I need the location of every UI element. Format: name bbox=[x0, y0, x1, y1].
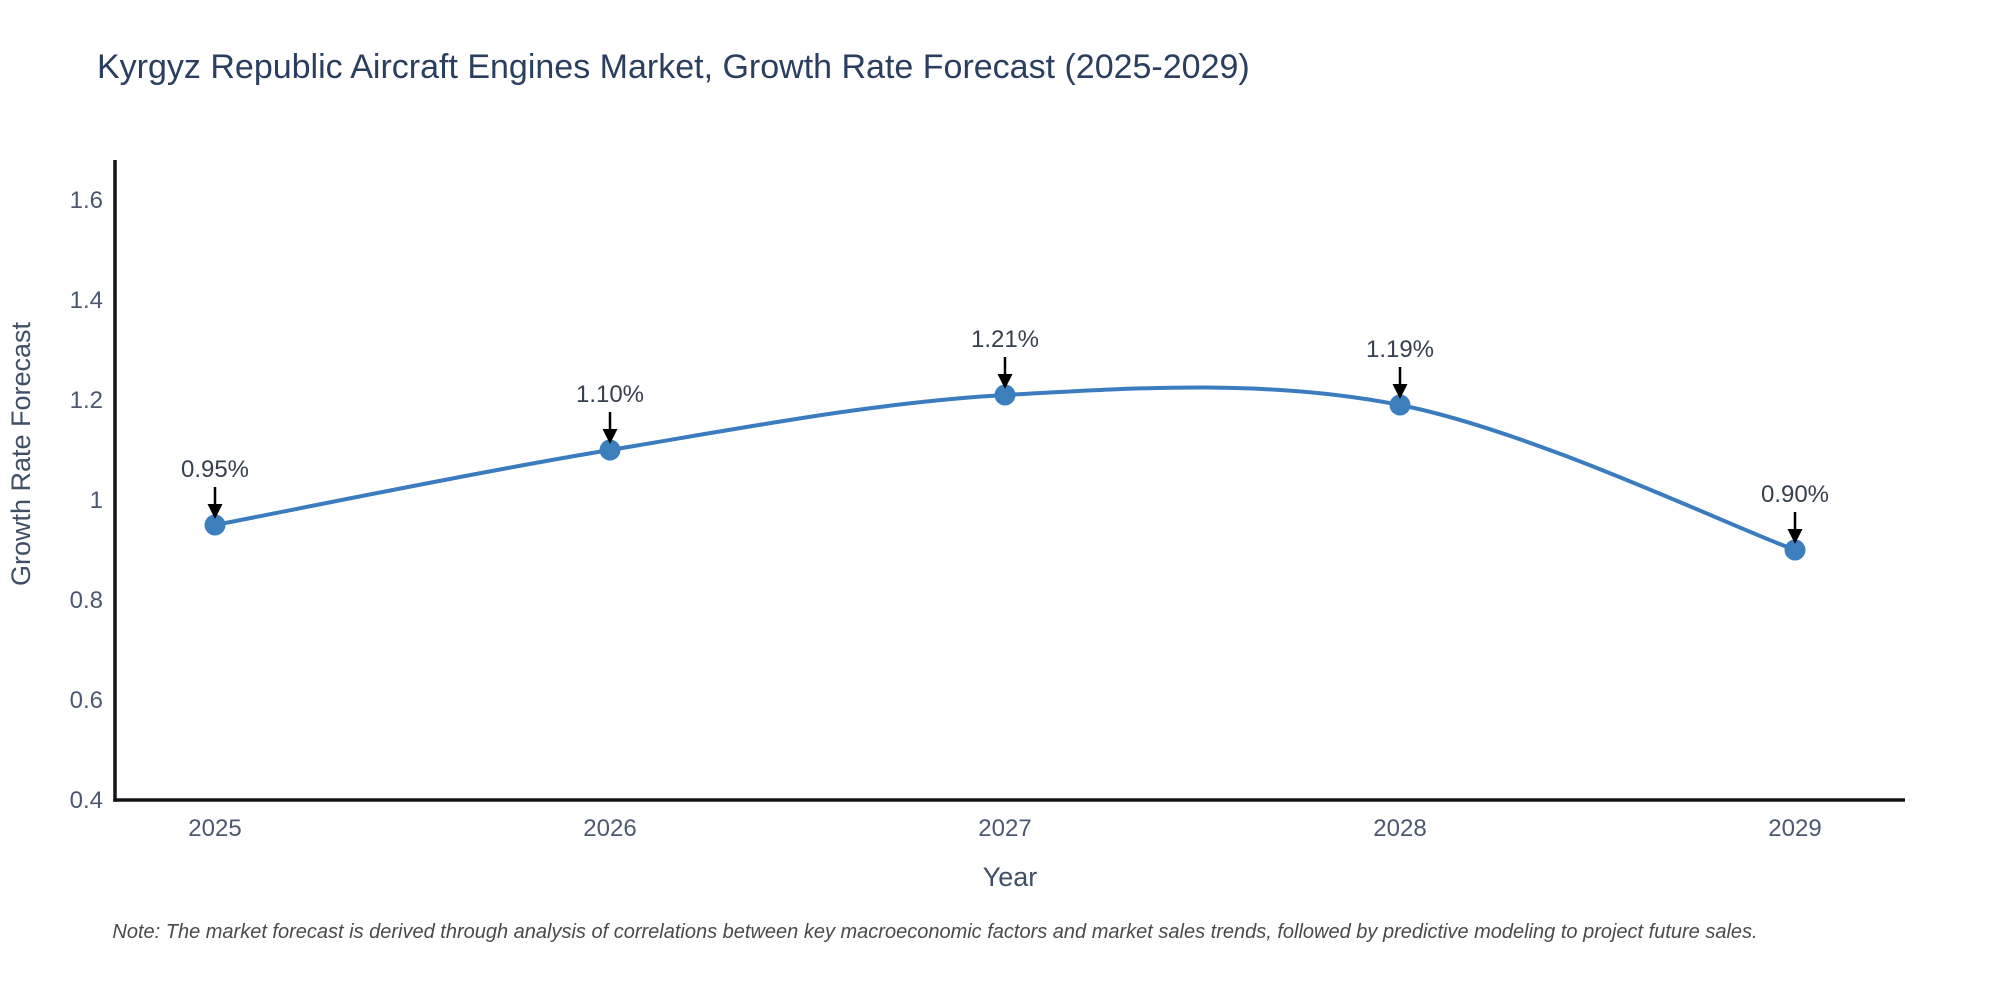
axes-group bbox=[113, 160, 1905, 802]
annotation-arrowhead-icon bbox=[602, 429, 618, 444]
x-tick-label: 2027 bbox=[978, 815, 1031, 842]
y-tick-label: 1.6 bbox=[70, 187, 103, 214]
annotation-label: 1.21% bbox=[971, 326, 1039, 353]
y-tick-labels-group: 0.4 0.6 0.8 1 1.2 1.4 1.6 bbox=[70, 187, 103, 814]
data-point bbox=[204, 514, 226, 536]
annotation-arrowhead-icon bbox=[997, 374, 1013, 389]
x-tick-label: 2028 bbox=[1373, 815, 1426, 842]
y-axis-title: Growth Rate Forecast bbox=[6, 321, 36, 586]
x-axis-title: Year bbox=[983, 862, 1038, 892]
data-point bbox=[599, 439, 621, 461]
annotations-group: 0.95% 1.10% 1.21% 1.19% 0.90% bbox=[181, 326, 1829, 544]
annotation-label: 0.90% bbox=[1761, 481, 1829, 508]
series-group bbox=[204, 384, 1806, 561]
annotation-arrowhead-icon bbox=[1392, 384, 1408, 399]
note-text: Note: The market forecast is derived thr… bbox=[112, 921, 1757, 943]
y-tick-label: 1 bbox=[90, 487, 103, 514]
data-point bbox=[1784, 539, 1806, 561]
x-tick-label: 2025 bbox=[188, 815, 241, 842]
annotation-label: 1.19% bbox=[1366, 336, 1434, 363]
y-tick-label: 1.2 bbox=[70, 387, 103, 414]
annotation-label: 0.95% bbox=[181, 456, 249, 483]
data-point bbox=[1389, 394, 1411, 416]
trend-line bbox=[213, 385, 1797, 552]
y-tick-label: 1.4 bbox=[70, 287, 103, 314]
data-point bbox=[994, 384, 1016, 406]
x-tick-label: 2026 bbox=[583, 815, 636, 842]
y-tick-label: 0.4 bbox=[70, 787, 103, 814]
x-tick-labels-group: 2025 2026 2027 2028 2029 bbox=[188, 815, 1821, 842]
annotation-arrowhead-icon bbox=[207, 504, 223, 519]
x-tick-label: 2029 bbox=[1768, 815, 1821, 842]
annotation-label: 1.10% bbox=[576, 381, 644, 408]
y-tick-label: 0.6 bbox=[70, 687, 103, 714]
chart-title: Kyrgyz Republic Aircraft Engines Market,… bbox=[97, 48, 1250, 86]
y-tick-label: 0.8 bbox=[70, 587, 103, 614]
annotation-arrowhead-icon bbox=[1787, 529, 1803, 544]
